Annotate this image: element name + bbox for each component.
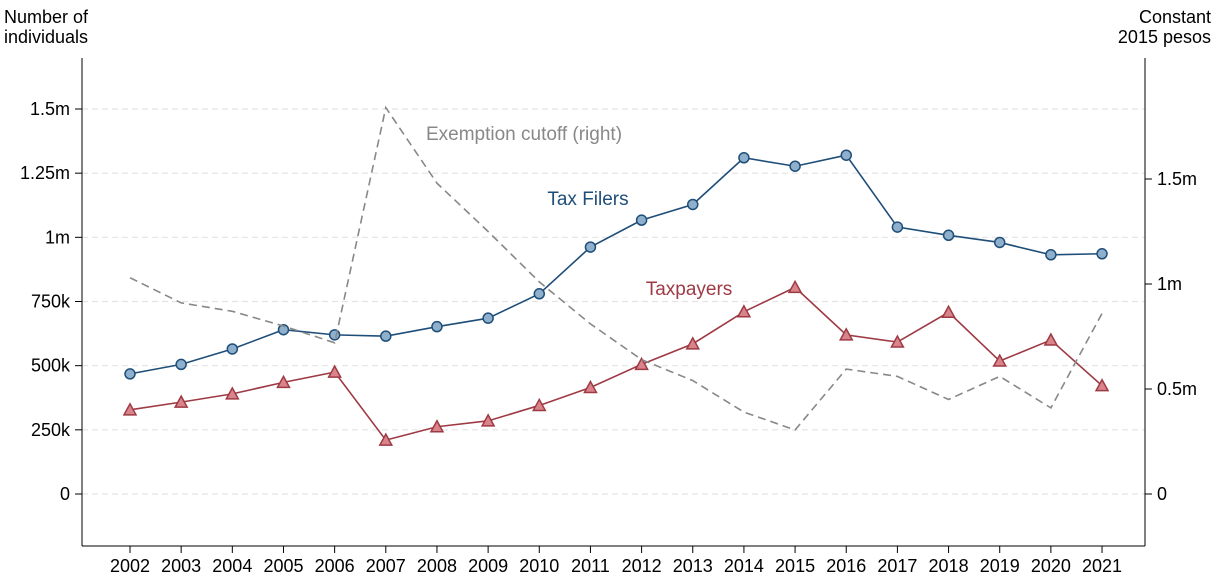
tax-filers-point (1096, 248, 1108, 260)
tax-filers-point (942, 229, 955, 242)
left-tick-label: 0 (60, 484, 70, 504)
x-tick-label: 2005 (263, 556, 303, 576)
taxpayers-point (583, 379, 598, 394)
tax-filers-point (380, 330, 392, 342)
exemption-cutoff-right-label: Exemption cutoff (right) (426, 124, 622, 145)
taxpayers-point (685, 336, 701, 350)
x-tick-label: 2010 (519, 556, 559, 576)
taxpayers-point (1094, 378, 1110, 392)
taxpayers-point (838, 327, 854, 341)
tax-filers-point (687, 198, 699, 211)
taxpayers-point (327, 364, 342, 378)
taxpayers-point (736, 304, 752, 318)
tax-filers-line (129, 154, 1103, 375)
right-tick-label: 0.5m (1157, 379, 1197, 399)
taxpayers-line (129, 286, 1103, 442)
series-labels: Tax Filers Taxpayers Exemption cutoff (rig… (426, 124, 732, 300)
x-tick-label: 2021 (1082, 556, 1122, 576)
tax-filers-point (1045, 249, 1057, 261)
x-tick-label: 2004 (212, 556, 252, 576)
taxpayers-point (787, 279, 803, 294)
axes: 0 250k 500k 750k 1m 1.25m 1.5m 0 0.5m 1m 1.5m 2002 2… (20, 58, 1197, 576)
x-tick-label: 2012 (622, 556, 662, 576)
tax-filers-point (584, 241, 597, 253)
right-tick-label: 1m (1157, 274, 1182, 294)
x-tick-label: 2006 (315, 556, 355, 576)
x-tick-label: 2015 (775, 556, 815, 576)
right-tick-label: 1.5m (1157, 169, 1197, 189)
taxpayers-point (173, 394, 189, 408)
taxpayers-point (276, 374, 291, 389)
x-tick-label: 2008 (417, 556, 457, 576)
tax-filers-point (277, 323, 290, 336)
taxpayers-point (122, 402, 138, 416)
tax-filers-point (431, 320, 443, 333)
tax-filers-label: Tax Filers (547, 189, 628, 210)
taxpayers-point (480, 413, 496, 427)
taxpayers-point (941, 304, 956, 319)
left-axis-title: Number of individuals (4, 7, 89, 47)
x-tick-label: 2013 (673, 556, 713, 576)
taxpayers-point (532, 397, 547, 412)
tax-filers-point (840, 149, 852, 161)
tax-filers-point (738, 152, 750, 164)
tax-filers-point (891, 221, 904, 233)
exemption-cutoff-right-line (129, 105, 1103, 431)
gridlines (82, 108, 1145, 495)
x-tick-label: 2020 (1031, 556, 1071, 576)
left-tick-label: 250k (31, 420, 71, 440)
tax-filers-point (226, 343, 239, 355)
left-tick-label: 1m (45, 227, 70, 247)
x-tick-label: 2016 (826, 556, 866, 576)
taxpayers-label: Taxpayers (646, 279, 733, 300)
tax-filers-point (789, 160, 801, 172)
x-tick-label: 2002 (110, 556, 150, 576)
x-tick-label: 2009 (468, 556, 508, 576)
tax-filers-point (993, 236, 1006, 249)
right-tick-label: 0 (1157, 484, 1167, 504)
right-axis-title: Constant 2015 pesos (1117, 7, 1211, 47)
taxpayers-point (1043, 332, 1059, 346)
tax-filers-point (635, 214, 648, 226)
x-tick-label: 2019 (980, 556, 1020, 576)
taxpayers-point (634, 356, 649, 371)
x-tick-label: 2014 (724, 556, 764, 576)
tax-filers-point (328, 329, 341, 341)
taxpayers-point (890, 334, 905, 348)
taxpayers-point (378, 432, 394, 446)
x-tick-label: 2011 (571, 556, 610, 576)
taxpayers-point (992, 353, 1007, 367)
x-tick-label: 2017 (877, 556, 917, 576)
left-tick-label: 750k (31, 292, 71, 312)
x-tick-label: 2007 (366, 556, 406, 576)
tax-filers-point (482, 312, 494, 324)
left-tick-label: 1.5m (30, 99, 70, 119)
tax-filers-point (124, 368, 136, 380)
series-layer (122, 105, 1110, 446)
x-tick-label: 2018 (929, 556, 969, 576)
taxpayers-point (225, 386, 240, 400)
tax-filers-point (533, 288, 546, 300)
x-tick-label: 2003 (161, 556, 201, 576)
tax-filers-point (175, 358, 187, 371)
left-tick-label: 500k (31, 356, 71, 376)
taxpayers-point (429, 419, 445, 433)
left-tick-label: 1.25m (20, 163, 70, 183)
